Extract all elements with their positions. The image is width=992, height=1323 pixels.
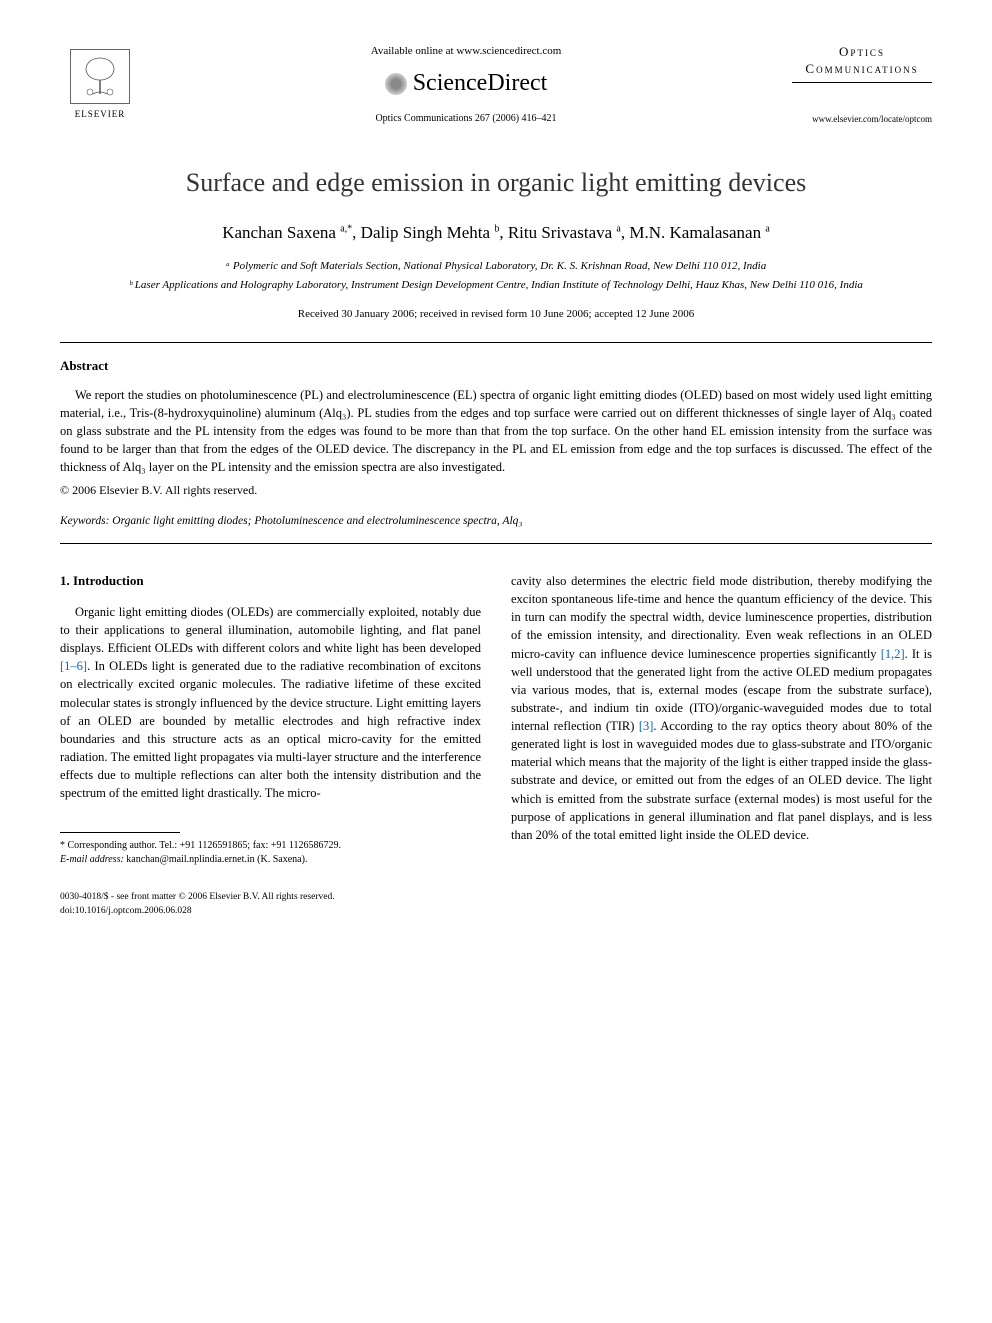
header-row: ELSEVIER Available online at www.science… [60,40,932,130]
abstract-heading: Abstract [60,357,932,375]
footnote-corresponding: * Corresponding author. Tel.: +91 112659… [60,839,481,853]
elsevier-tree-icon [70,49,130,104]
publisher-name: ELSEVIER [75,108,126,121]
journal-name: Optics Communications [792,44,932,78]
rule-before-abstract [60,342,932,343]
authors-line: Kanchan Saxena a,*, Dalip Singh Mehta b,… [60,221,932,245]
footnote-rule [60,832,180,833]
article-title: Surface and edge emission in organic lig… [60,165,932,201]
introduction-heading: 1. Introduction [60,572,481,591]
center-header: Available online at www.sciencedirect.co… [140,44,792,127]
left-column: 1. Introduction Organic light emitting d… [60,572,481,867]
footnote-email-line: E-mail address: kanchan@mail.nplindia.er… [60,853,481,867]
sciencedirect-logo: ScienceDirect [140,67,792,101]
article-dates: Received 30 January 2006; received in re… [60,307,932,322]
intro-paragraph-right: cavity also determines the electric fiel… [511,572,932,844]
abstract-copyright: © 2006 Elsevier B.V. All rights reserved… [60,482,932,499]
affiliation-b: ᵇ Laser Applications and Holography Labo… [60,278,932,293]
keywords-text: Organic light emitting diodes; Photolumi… [112,515,522,527]
affiliation-a: ᵃ Polymeric and Soft Materials Section, … [60,259,932,274]
corresponding-author-footnote: * Corresponding author. Tel.: +91 112659… [60,839,481,867]
footer-front-matter: 0030-4018/$ - see front matter © 2006 El… [60,891,932,904]
journal-url: www.elsevier.com/locate/optcom [792,113,932,126]
rule-after-keywords [60,543,932,544]
journal-logo-block: Optics Communications www.elsevier.com/l… [792,44,932,125]
right-column: cavity also determines the electric fiel… [511,572,932,867]
email-address[interactable]: kanchan@mail.nplindia.ernet.in [126,854,254,865]
abstract-text: We report the studies on photoluminescen… [60,386,932,477]
journal-reference: Optics Communications 267 (2006) 416–421 [140,112,792,126]
platform-name: ScienceDirect [413,67,548,101]
keywords-line: Keywords: Organic light emitting diodes;… [60,513,932,529]
intro-paragraph-left: Organic light emitting diodes (OLEDs) ar… [60,603,481,802]
two-column-body: 1. Introduction Organic light emitting d… [60,572,932,867]
sciencedirect-icon [385,73,407,95]
available-online-text: Available online at www.sciencedirect.co… [140,44,792,59]
footer-doi: doi:10.1016/j.optcom.2006.06.028 [60,905,932,918]
email-label: E-mail address: [60,854,124,865]
elsevier-logo: ELSEVIER [60,40,140,130]
email-name: (K. Saxena). [257,854,307,865]
footer-info: 0030-4018/$ - see front matter © 2006 El… [60,891,932,918]
keywords-label: Keywords: [60,515,109,527]
